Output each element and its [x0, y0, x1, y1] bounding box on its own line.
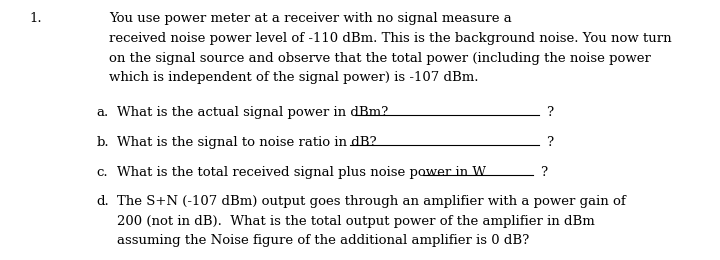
Text: a.: a.	[96, 106, 109, 119]
Text: You use power meter at a receiver with no signal measure a: You use power meter at a receiver with n…	[109, 12, 512, 25]
Text: d.: d.	[96, 195, 109, 208]
Text: 1.: 1.	[29, 12, 42, 25]
Text: which is independent of the signal power) is -107 dBm.: which is independent of the signal power…	[109, 71, 479, 84]
Text: What is the total received signal plus noise power in W: What is the total received signal plus n…	[117, 166, 486, 179]
Text: What is the signal to noise ratio in dB?: What is the signal to noise ratio in dB?	[117, 136, 377, 149]
Text: 200 (not in dB).  What is the total output power of the amplifier in dBm: 200 (not in dB). What is the total outpu…	[117, 215, 595, 228]
Text: c.: c.	[96, 166, 108, 179]
Text: received noise power level of -110 dBm. This is the background noise. You now tu: received noise power level of -110 dBm. …	[109, 32, 672, 45]
Text: assuming the Noise figure of the additional amplifier is 0 dB?: assuming the Noise figure of the additio…	[117, 235, 529, 248]
Text: ?: ?	[546, 136, 554, 149]
Text: on the signal source and observe that the total power (including the noise power: on the signal source and observe that th…	[109, 51, 651, 64]
Text: b.: b.	[96, 136, 109, 149]
Text: What is the actual signal power in dBm?: What is the actual signal power in dBm?	[117, 106, 388, 119]
Text: ?: ?	[546, 106, 554, 119]
Text: ?: ?	[540, 166, 547, 179]
Text: The S+N (-107 dBm) output goes through an amplifier with a power gain of: The S+N (-107 dBm) output goes through a…	[117, 195, 626, 208]
